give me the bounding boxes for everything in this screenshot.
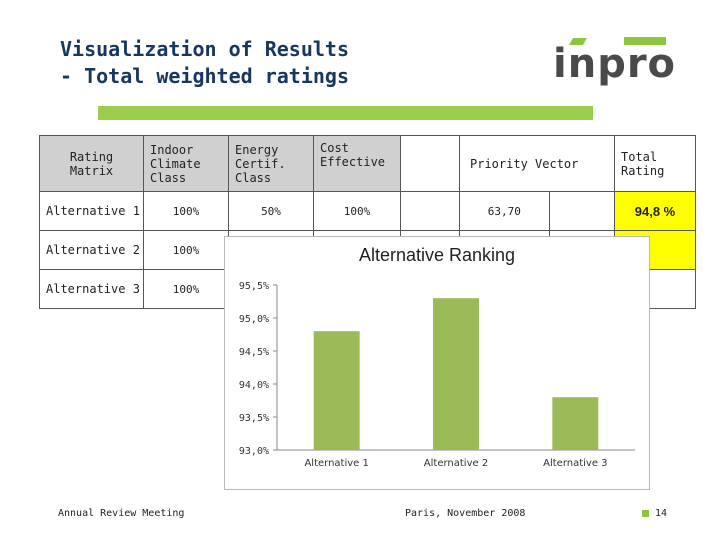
row-label: Alternative 3 [39, 269, 144, 309]
row-empty-cell [400, 191, 460, 231]
bullet-icon [642, 509, 649, 517]
slide-title-line-2: - Total weighted ratings [60, 64, 349, 88]
row-indoor-value: 100% [143, 269, 229, 309]
footer-location-date: Paris, November 2008 [405, 508, 526, 519]
header-total-rating: Total Rating [614, 135, 696, 192]
y-tick-label: 95,0% [239, 314, 269, 325]
slide-title-line-1: Visualization of Results [60, 37, 349, 61]
footer-meeting: Annual Review Meeting [58, 508, 185, 519]
alternative-ranking-chart: Alternative Ranking 93,0% 93,5% 94,0% 94,5%… [224, 236, 650, 490]
chart-canvas: 93,0% 93,5% 94,0% 94,5% 95,0% 95,5% Alternativ… [239, 281, 635, 469]
row-label: Alternative 2 [39, 230, 144, 270]
page-number: 14 [642, 508, 667, 519]
header-empty-1 [400, 135, 460, 192]
header-indoor-climate: Indoor Climate Class [143, 135, 229, 192]
inpro-logo: inpro [553, 33, 677, 91]
y-tick-label: 93,5% [239, 413, 269, 424]
logo-bar-mark [624, 37, 666, 45]
header-rating-matrix: Rating Matrix [39, 135, 144, 192]
table-row: Alternative 1 100% 50% 100% 63,70 94,8 % [39, 191, 696, 231]
y-tick-label: 94,0% [239, 380, 269, 391]
row-empty-cell [548, 191, 616, 231]
y-tick-label: 93,0% [239, 446, 269, 457]
header-cost-effective: Cost Effective [313, 135, 401, 192]
row-priority-value: 63,70 [459, 191, 550, 231]
row-indoor-value: 100% [143, 230, 229, 270]
title-underline-bar [98, 106, 593, 120]
bar-3 [552, 397, 599, 450]
bar-1 [313, 331, 360, 450]
row-indoor-value: 100% [143, 191, 229, 231]
x-category-label: Alternative 2 [424, 458, 488, 469]
bar-2 [433, 298, 479, 450]
header-energy-certif: Energy Certif. Class [228, 135, 314, 192]
y-tick-label: 94,5% [239, 347, 269, 358]
row-cost-value: 100% [313, 191, 401, 231]
row-label: Alternative 1 [39, 191, 144, 231]
logo-text: inpro [553, 41, 677, 87]
x-category-label: Alternative 3 [543, 458, 607, 469]
table-header-row: Rating Matrix Indoor Climate Class Energ… [39, 135, 696, 192]
page-number-text: 14 [655, 508, 668, 519]
slide-title: Visualization of Results - Total weighte… [60, 36, 349, 90]
row-total-rating: 94,8 % [614, 191, 696, 231]
y-tick-label: 95,5% [239, 281, 269, 292]
row-energy-value: 50% [228, 191, 314, 231]
chart-title: Alternative Ranking [358, 245, 516, 265]
header-priority-vector: Priority Vector [459, 135, 615, 192]
x-category-label: Alternative 1 [304, 458, 368, 469]
